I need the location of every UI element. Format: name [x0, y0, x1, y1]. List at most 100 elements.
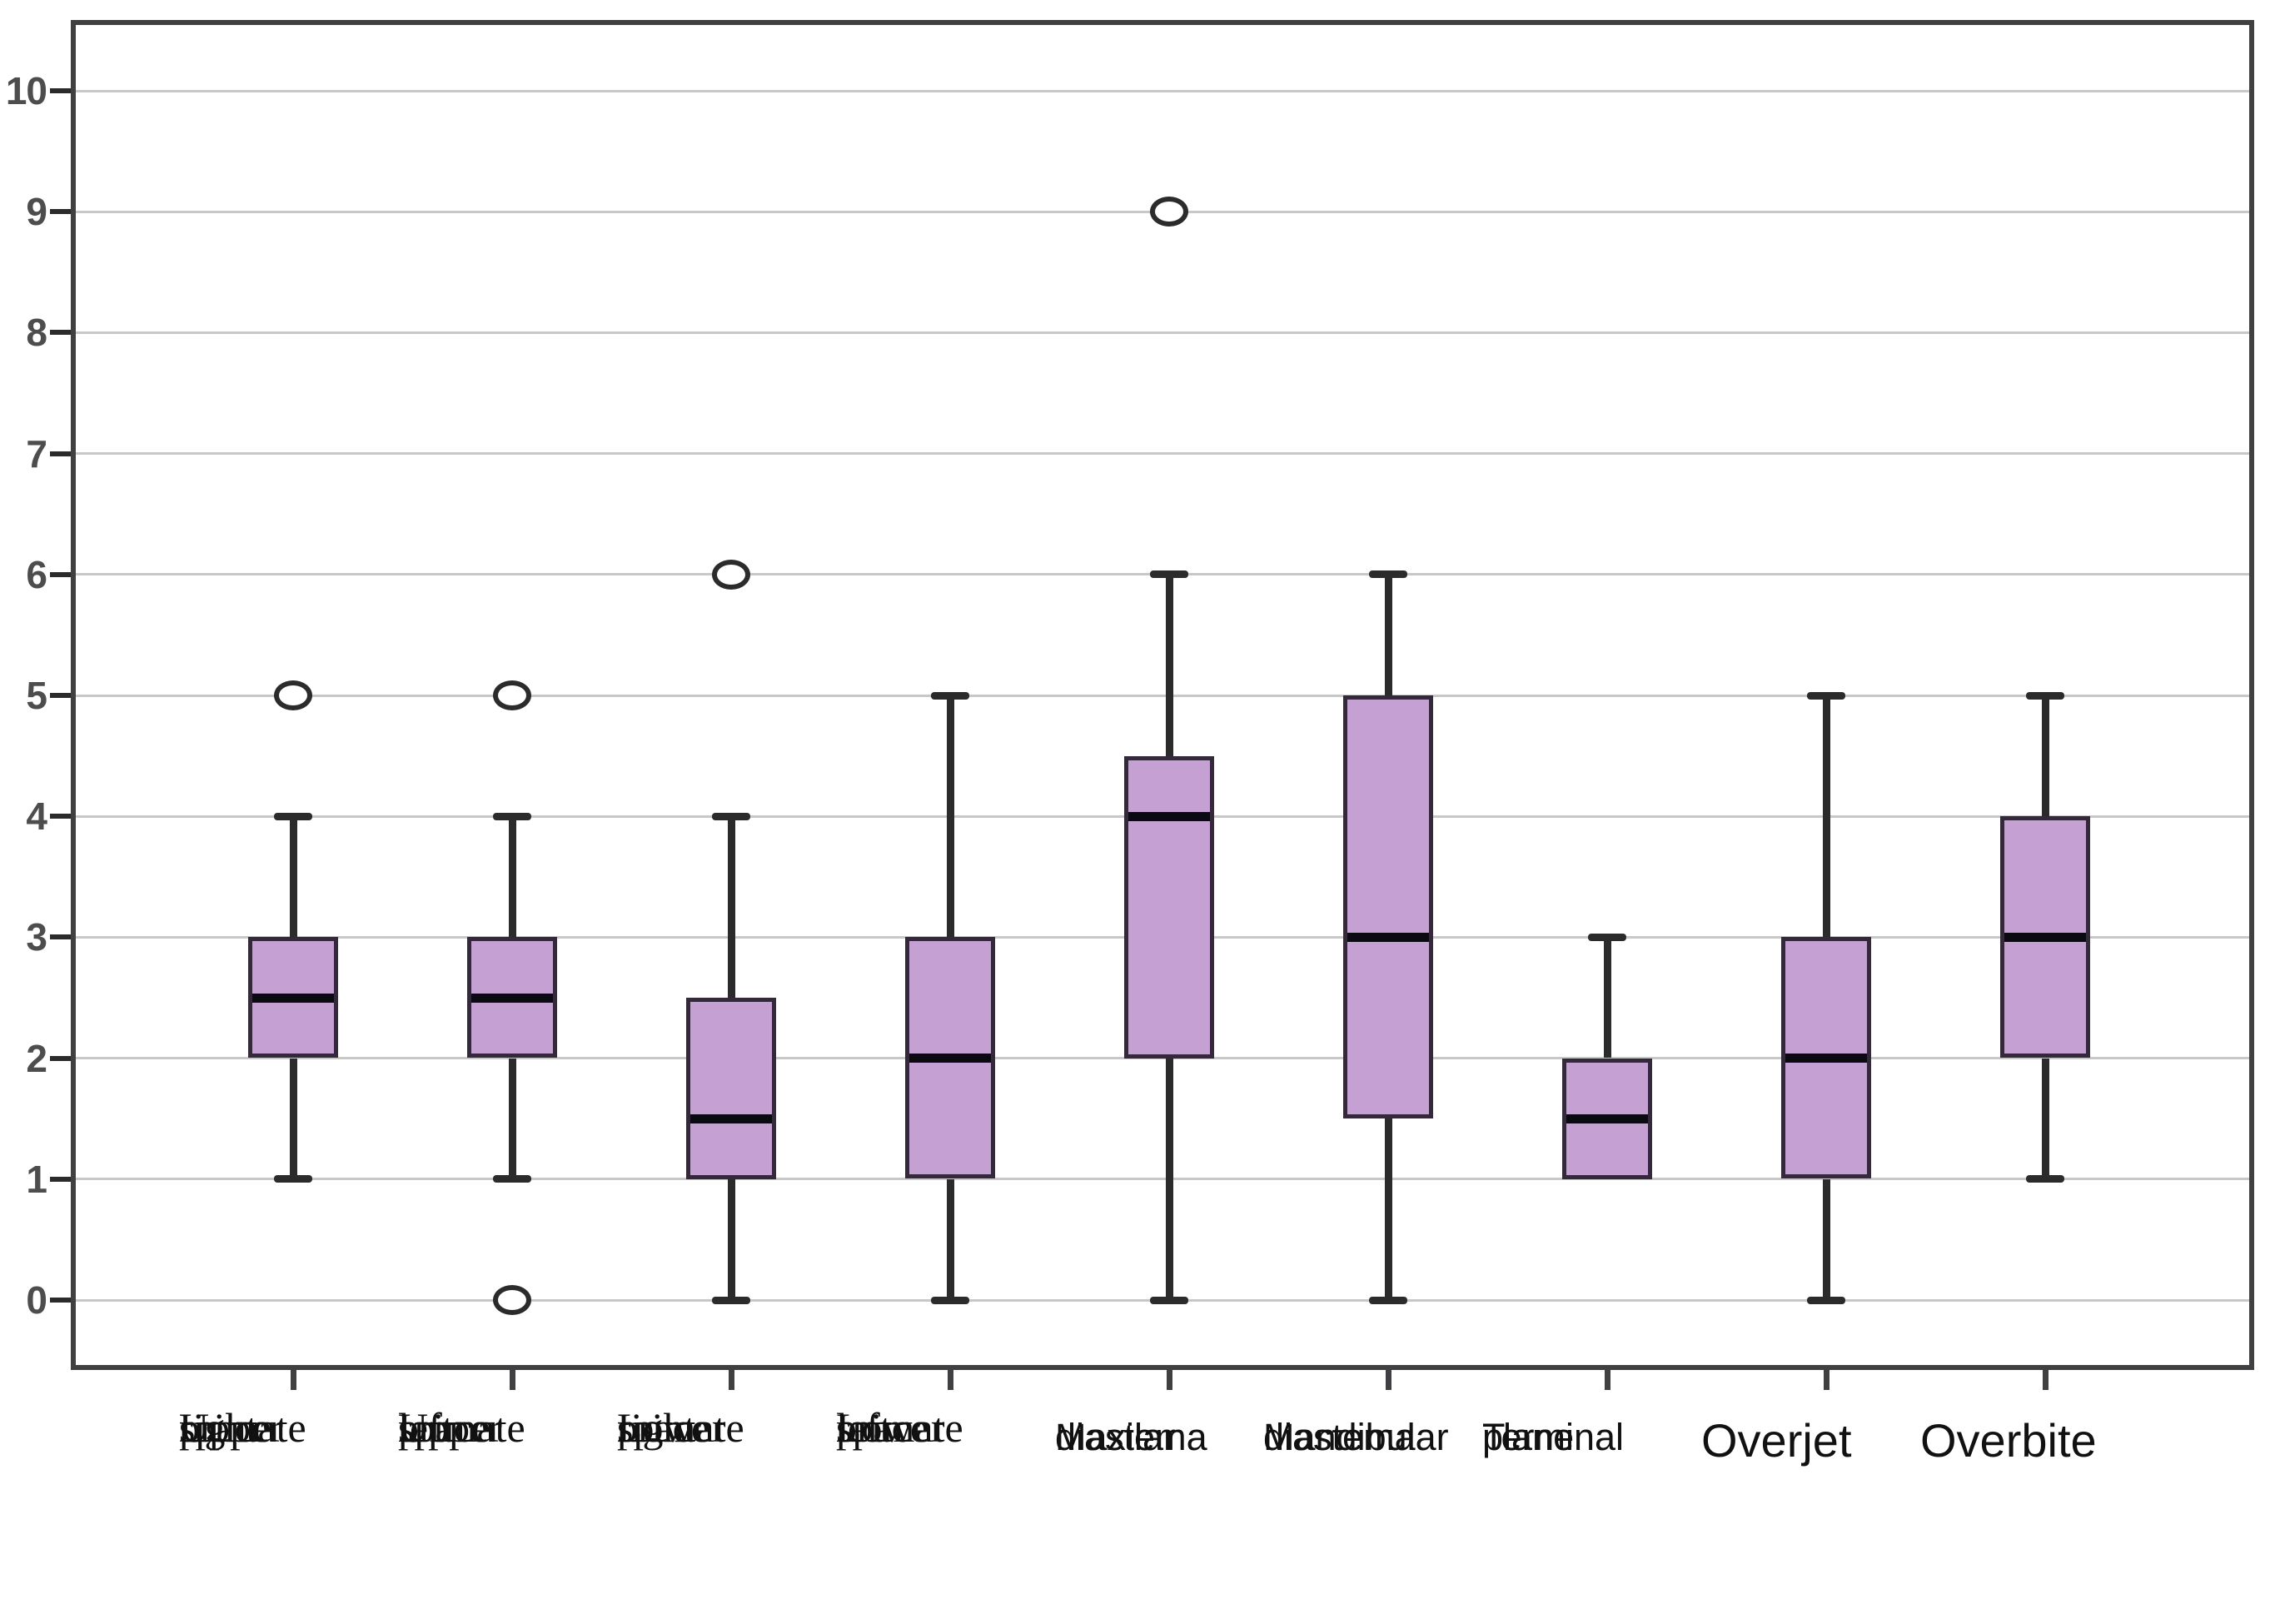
whisker-cap-lower: [1150, 1297, 1188, 1304]
whisker-cap-lower: [274, 1175, 312, 1183]
y-axis-tick-label: 1: [26, 1158, 47, 1201]
y-axis-tick: [50, 1056, 73, 1061]
whisker-cap-lower: [493, 1175, 531, 1183]
whisker-upper-overjet: [1823, 695, 1830, 937]
y-axis-tick: [50, 814, 73, 819]
y-axis-tick: [50, 209, 73, 214]
y-axis-tick-label: 8: [26, 311, 47, 354]
whisker-cap-upper: [931, 692, 969, 700]
outlier-point-maxilar-diastema: [1150, 197, 1188, 227]
y-axis-tick-label: 4: [26, 795, 47, 838]
x-axis-tick: [510, 1370, 515, 1390]
gridline: [73, 331, 2252, 334]
median-line-lower-right-primate-space: [690, 1114, 772, 1123]
x-axis-label-line: Upper: [179, 1404, 283, 1451]
whisker-lower-upper-right-primate-space: [290, 1059, 297, 1179]
y-axis-tick-label: 9: [26, 190, 47, 233]
x-axis-label-line: space: [398, 1404, 491, 1451]
whisker-lower-mandibular-diastema: [1385, 1118, 1392, 1300]
x-axis-label-line: primate: [398, 1404, 525, 1451]
y-axis-tick-label: 3: [26, 915, 47, 959]
gridline: [73, 90, 2252, 92]
whisker-lower-overjet: [1823, 1179, 1830, 1300]
whisker-lower-lower-right-primate-space: [728, 1179, 735, 1300]
y-axis-tick: [50, 330, 73, 335]
y-axis-tick: [50, 1177, 73, 1182]
whisker-cap-upper: [493, 813, 531, 820]
whisker-cap-upper: [1369, 570, 1407, 578]
y-axis-tick-label: 5: [26, 674, 47, 717]
x-axis-label-line: Lower: [617, 1404, 726, 1451]
whisker-upper-lower-left-primate-space: [947, 695, 954, 937]
y-axis-tick-label: 2: [26, 1037, 47, 1080]
x-axis-tick: [1386, 1370, 1391, 1390]
y-axis-tick-label: 0: [26, 1278, 47, 1322]
whisker-upper-overbite: [2042, 695, 2049, 816]
whisker-upper-mandibular-diastema: [1385, 575, 1392, 695]
outlier-point-upper-left-primate-space: [493, 1285, 531, 1315]
y-axis-tick: [50, 451, 73, 456]
x-axis-label-line: diastema: [1263, 1416, 1416, 1458]
x-axis-label-line: Upper: [398, 1404, 502, 1451]
whisker-cap-lower: [712, 1297, 750, 1304]
whisker-cap-upper: [1150, 570, 1188, 578]
box-mandibular-diastema: [1343, 695, 1433, 1118]
whisker-cap-upper: [712, 813, 750, 820]
x-axis-tick: [1167, 1370, 1172, 1390]
x-axis-label-line: primate: [836, 1404, 963, 1451]
x-axis-tick: [1605, 1370, 1610, 1390]
outlier-point-lower-right-primate-space: [712, 560, 750, 590]
x-axis-label-line: right: [179, 1404, 258, 1451]
gridline: [73, 452, 2252, 455]
whisker-cap-upper: [1588, 934, 1626, 941]
median-line-overbite: [2004, 933, 2086, 942]
x-axis-label-line: diastema: [1055, 1416, 1207, 1458]
whisker-upper-upper-left-primate-space: [509, 816, 516, 937]
median-line-mandibular-diastema: [1347, 933, 1429, 942]
y-axis-tick: [50, 1298, 73, 1303]
x-axis-label-line: Mandibular: [1263, 1416, 1449, 1458]
y-axis-tick-label: 7: [26, 432, 47, 476]
x-axis-label-line: primate: [617, 1404, 744, 1451]
whisker-lower-overbite: [2042, 1059, 2049, 1179]
median-line-upper-right-primate-space: [252, 994, 334, 1003]
whisker-cap-lower: [1369, 1297, 1407, 1304]
x-axis-label-line: plane: [1482, 1416, 1575, 1458]
median-line-overjet: [1785, 1054, 1867, 1063]
whisker-lower-maxilar-diastema: [1166, 1059, 1173, 1300]
y-axis-tick: [50, 693, 73, 698]
whisker-cap-upper: [2026, 692, 2064, 700]
x-axis-tick: [729, 1370, 734, 1390]
y-axis-tick-label: 6: [26, 553, 47, 596]
x-axis-label-line: space: [617, 1404, 710, 1451]
x-axis-label-line: Overbite: [1920, 1414, 2097, 1467]
x-axis-label-line: Maxilar: [1055, 1416, 1177, 1458]
whisker-cap-upper: [274, 813, 312, 820]
outlier-point-upper-right-primate-space: [274, 680, 312, 710]
whisker-upper-maxilar-diastema: [1166, 575, 1173, 756]
x-axis-label-line: right: [617, 1404, 696, 1451]
x-axis-label-line: primate: [179, 1404, 306, 1451]
median-line-terminal-plane: [1566, 1114, 1648, 1123]
outlier-point-upper-left-primate-space: [493, 680, 531, 710]
whisker-upper-lower-right-primate-space: [728, 816, 735, 998]
median-line-maxilar-diastema: [1128, 812, 1210, 821]
whisker-lower-lower-left-primate-space: [947, 1179, 954, 1300]
x-axis-label-line: left: [398, 1404, 454, 1451]
whisker-cap-lower: [1807, 1297, 1845, 1304]
median-line-lower-left-primate-space: [909, 1054, 991, 1063]
whisker-upper-terminal-plane: [1604, 937, 1611, 1058]
x-axis-tick: [2043, 1370, 2048, 1390]
whisker-cap-lower: [2026, 1175, 2064, 1183]
box-maxilar-diastema: [1124, 756, 1214, 1059]
whisker-cap-lower: [931, 1297, 969, 1304]
x-axis-tick: [948, 1370, 953, 1390]
x-axis-label-line: left: [836, 1404, 892, 1451]
y-axis-tick: [50, 88, 73, 93]
gridline: [73, 1178, 2252, 1180]
box-lower-right-primate-space: [686, 998, 776, 1179]
x-axis-label-line: Terminal: [1482, 1416, 1625, 1458]
y-axis-tick: [50, 934, 73, 939]
y-axis-tick: [50, 572, 73, 577]
median-line-upper-left-primate-space: [471, 994, 553, 1003]
